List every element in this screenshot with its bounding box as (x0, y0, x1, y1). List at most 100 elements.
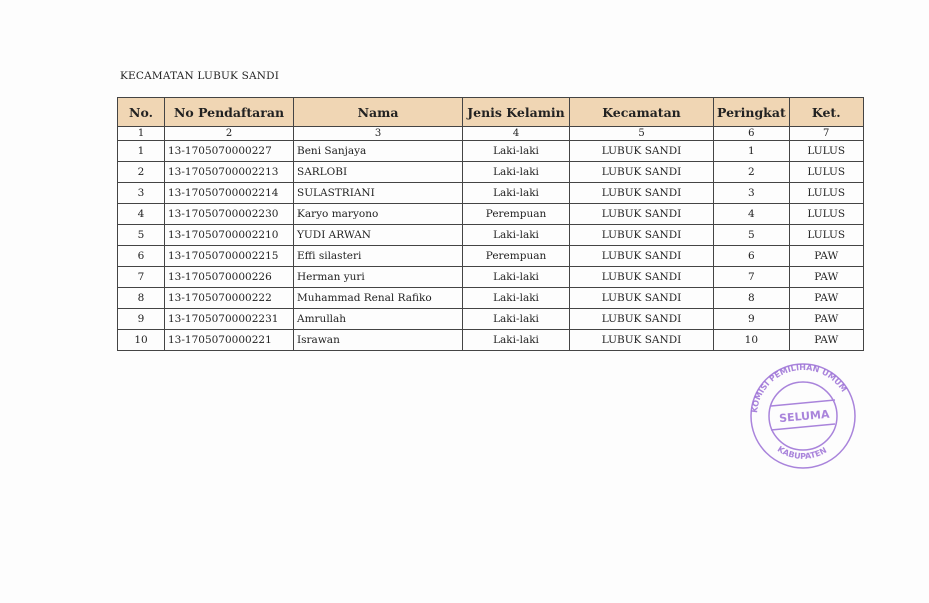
table-cell: LULUS (788, 203, 864, 225)
table-cell: LUBUK SANDI (569, 287, 714, 309)
table-cell: 13-17050700002215 (164, 245, 294, 267)
table-cell: LUBUK SANDI (569, 308, 714, 330)
table-row: 5 13-17050700002210 YUDI ARWAN Laki-laki LUB… (117, 224, 864, 246)
table-row: 7 13-1705070000226 Herman yuri Laki-laki LUB… (117, 266, 864, 288)
table-cell: LUBUK SANDI (569, 182, 714, 204)
svg-text:KABUPATEN: KABUPATEN (776, 445, 828, 461)
table-cell: 4 (713, 203, 790, 225)
table-cell: 13-1705070000227 (164, 140, 294, 162)
column-number: 7 (788, 126, 864, 141)
table-cell: 13-1705070000221 (164, 329, 294, 351)
table-cell: LULUS (788, 224, 864, 246)
table-cell: LUBUK SANDI (569, 203, 714, 225)
table-cell: Perempuan (462, 203, 570, 225)
table-cell: 9 (117, 308, 165, 330)
column-header: Jenis Kelamin (462, 97, 570, 127)
table-cell: Laki-laki (462, 308, 570, 330)
column-header: Kecamatan (569, 97, 714, 127)
table-cell: PAW (788, 245, 864, 267)
table-cell: LUBUK SANDI (569, 161, 714, 183)
table-cell: YUDI ARWAN (293, 224, 463, 246)
column-header: Peringkat (713, 97, 790, 127)
table-cell: 13-17050700002214 (164, 182, 294, 204)
table-cell: 8 (117, 287, 165, 309)
table-cell: 13-1705070000222 (164, 287, 294, 309)
table-row: 1 13-1705070000227 Beni Sanjaya Laki-laki LU… (117, 140, 864, 162)
table-cell: LULUS (788, 140, 864, 162)
table-cell: LUBUK SANDI (569, 329, 714, 351)
column-number: 3 (293, 126, 463, 141)
table-cell: 5 (713, 224, 790, 246)
table-cell: LUBUK SANDI (569, 266, 714, 288)
table-row: 2 13-17050700002213 SARLOBI Laki-laki LUBUK … (117, 161, 864, 183)
table-cell: Muhammad Renal Rafiko (293, 287, 463, 309)
table-row: 10 13-1705070000221 Israwan Laki-laki LUBUK … (117, 329, 864, 351)
table-row: 9 13-17050700002231 Amrullah Laki-laki LUBUK… (117, 308, 864, 330)
column-header: Ket. (788, 97, 864, 127)
table-cell: PAW (788, 329, 864, 351)
table-cell: 13-17050700002210 (164, 224, 294, 246)
table-cell: LUBUK SANDI (569, 245, 714, 267)
table-cell: 1 (117, 140, 165, 162)
table-cell: 10 (117, 329, 165, 351)
table-cell: LULUS (788, 161, 864, 183)
table-cell: Herman yuri (293, 266, 463, 288)
stamp-bottom-text: KABUPATEN (776, 445, 828, 461)
svg-text:KOMISI PEMILIHAN UMUM: KOMISI PEMILIHAN UMUM (750, 363, 848, 413)
column-header: Nama (293, 97, 463, 127)
table-cell: SARLOBI (293, 161, 463, 183)
table-cell: Laki-laki (462, 224, 570, 246)
table-cell: 13-17050700002230 (164, 203, 294, 225)
table-cell: PAW (788, 266, 864, 288)
table-row: 3 13-17050700002214 SULASTRIANI Laki-laki LU… (117, 182, 864, 204)
table-cell: Laki-laki (462, 329, 570, 351)
table-cell: 3 (713, 182, 790, 204)
table-cell: Karyo maryono (293, 203, 463, 225)
table-cell: 13-1705070000226 (164, 266, 294, 288)
table-cell: PAW (788, 287, 864, 309)
table-row: 6 13-17050700002215 Effi silasteri Perempua… (117, 245, 864, 267)
table-cell: Laki-laki (462, 182, 570, 204)
results-table: No. No Pendaftaran Nama Jenis Kelamin Kecama… (117, 97, 864, 351)
stamp-inner-text: SELUMA (779, 408, 831, 425)
column-number: 6 (713, 126, 790, 141)
table-cell: LULUS (788, 182, 864, 204)
column-number: 5 (569, 126, 714, 141)
table-cell: 10 (713, 329, 790, 351)
table-cell: 13-17050700002231 (164, 308, 294, 330)
table-cell: Laki-laki (462, 140, 570, 162)
table-cell: SULASTRIANI (293, 182, 463, 204)
table-row: 4 13-17050700002230 Karyo maryono Perempuan… (117, 203, 864, 225)
table-cell: 6 (713, 245, 790, 267)
stamp-outer-text: KOMISI PEMILIHAN UMUM (750, 363, 848, 413)
table-row: 8 13-1705070000222 Muhammad Renal Rafiko La… (117, 287, 864, 309)
table-cell: Amrullah (293, 308, 463, 330)
table-cell: 7 (117, 266, 165, 288)
table-cell: Effi silasteri (293, 245, 463, 267)
table-cell: Beni Sanjaya (293, 140, 463, 162)
column-number: 1 (117, 126, 165, 141)
table-cell: 7 (713, 266, 790, 288)
table-cell: Perempuan (462, 245, 570, 267)
table-cell: Israwan (293, 329, 463, 351)
table-cell: 5 (117, 224, 165, 246)
column-number: 4 (462, 126, 570, 141)
table-cell: 1 (713, 140, 790, 162)
column-header: No Pendaftaran (164, 97, 294, 127)
table-cell: Laki-laki (462, 266, 570, 288)
column-number: 2 (164, 126, 294, 141)
document-title: KECAMATAN LUBUK SANDI (120, 70, 280, 82)
table-cell: 2 (713, 161, 790, 183)
table-cell: Laki-laki (462, 161, 570, 183)
table-cell: 8 (713, 287, 790, 309)
table-cell: Laki-laki (462, 287, 570, 309)
table-cell: 4 (117, 203, 165, 225)
column-header: No. (117, 97, 165, 127)
table-cell: LUBUK SANDI (569, 140, 714, 162)
official-stamp: KOMISI PEMILIHAN UMUM KABUPATEN SELUMA (750, 363, 856, 469)
table-cell: 13-17050700002213 (164, 161, 294, 183)
table-cell: 3 (117, 182, 165, 204)
table-cell: 2 (117, 161, 165, 183)
table-cell: 9 (713, 308, 790, 330)
